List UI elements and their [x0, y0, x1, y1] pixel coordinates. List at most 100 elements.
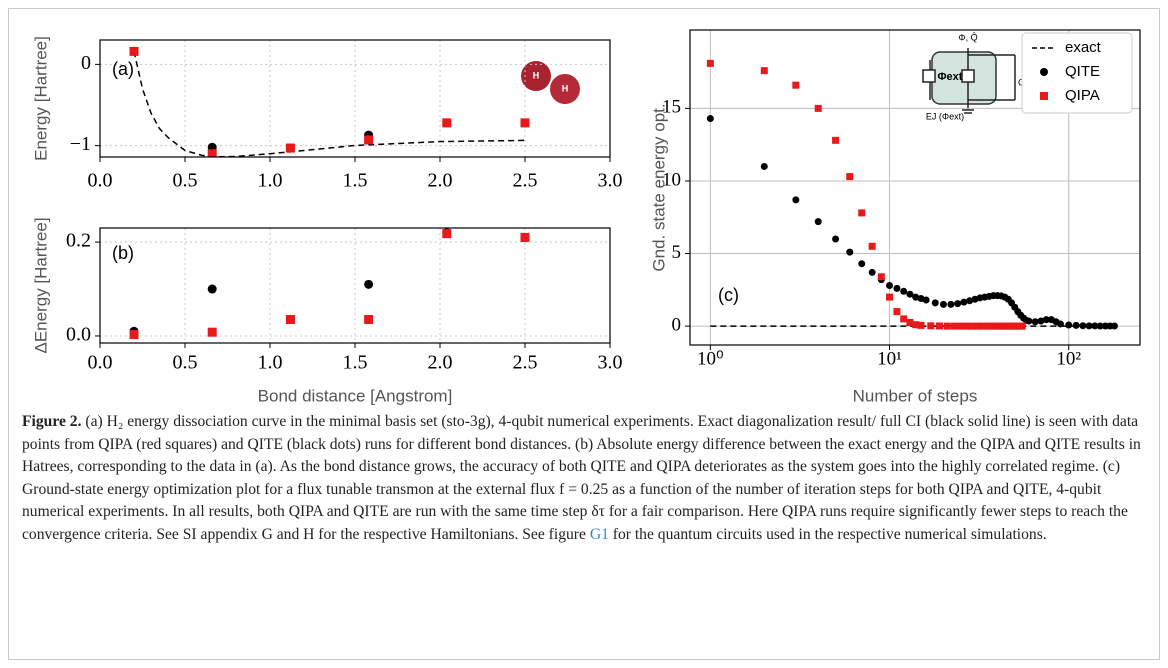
- y-tick-label: 10: [662, 169, 681, 190]
- figure-link[interactable]: G1: [589, 525, 609, 543]
- point: [846, 173, 854, 181]
- legend-label: exact: [1065, 39, 1102, 56]
- point: [285, 315, 295, 325]
- circuit-label: Φ, Q̂: [958, 32, 977, 42]
- legend-swatch: [1040, 92, 1048, 100]
- panel-label: (c): [718, 285, 739, 305]
- point: [1018, 322, 1026, 330]
- panel-label: (a): [112, 59, 134, 79]
- y-tick-label: 15: [662, 97, 681, 118]
- point: [364, 279, 374, 289]
- y-tick-label: 0: [81, 52, 91, 74]
- point: [364, 315, 374, 325]
- point: [963, 322, 971, 330]
- point: [886, 293, 894, 301]
- point: [1091, 322, 1099, 330]
- circuit-label: EJ (Φext): [926, 111, 964, 121]
- point: [1079, 322, 1087, 330]
- point: [912, 293, 920, 301]
- point: [1072, 321, 1080, 329]
- point: [1037, 317, 1045, 325]
- point: [520, 232, 530, 242]
- y-tick-label: −1: [70, 133, 91, 155]
- point: [966, 297, 974, 305]
- point: [906, 290, 914, 298]
- point: [927, 322, 935, 330]
- point: [900, 287, 908, 295]
- point: [832, 235, 840, 243]
- point: [922, 296, 930, 304]
- point: [868, 268, 876, 276]
- axes-frame: [99, 227, 611, 344]
- x-tick-label: 10²: [1056, 348, 1081, 369]
- point: [207, 284, 217, 294]
- plot-area: [129, 46, 530, 157]
- point: [207, 149, 217, 157]
- point: [1025, 317, 1033, 325]
- point: [706, 59, 714, 67]
- x-tick-label: 3.0: [598, 170, 623, 192]
- point: [814, 218, 822, 226]
- atom-label: H: [533, 70, 540, 80]
- caption-label: Figure 2.: [22, 413, 82, 430]
- x-tick-label: 3.0: [598, 352, 623, 374]
- point: [1031, 318, 1039, 326]
- x-tick-label: 0.0: [88, 170, 113, 192]
- point: [1110, 322, 1118, 330]
- legend-box: [1021, 32, 1133, 114]
- point: [912, 321, 920, 329]
- point: [442, 229, 452, 239]
- x-axis-label: Bond distance [Angstrom]: [258, 386, 453, 405]
- y-axis-label: ΔEnergy [Hartree]: [31, 217, 50, 353]
- point: [129, 46, 139, 56]
- plot-area: [129, 228, 530, 340]
- point: [285, 143, 295, 153]
- x-tick-label: 0.0: [88, 352, 113, 374]
- point: [954, 300, 962, 308]
- point: [957, 322, 965, 330]
- axes-frame: [99, 39, 611, 158]
- point: [987, 322, 995, 330]
- y-axis-label: Energy [Hartree]: [31, 36, 50, 161]
- point: [442, 118, 452, 128]
- point: [832, 136, 840, 144]
- caption-text: (a) H₂ energy dissociation curve in the …: [22, 413, 1141, 543]
- point: [792, 81, 800, 89]
- figure-frame: [8, 8, 1160, 660]
- figure: H H Φext Φ, Q̂ Csh EJ (Φext) 0.00.51.01.…: [31, 29, 1141, 405]
- point: [760, 162, 768, 170]
- point: [886, 281, 894, 289]
- point: [893, 284, 901, 292]
- point: [520, 118, 530, 128]
- atom-label: H: [562, 83, 569, 93]
- y-tick-label: 0: [672, 314, 682, 335]
- point: [814, 104, 822, 112]
- point: [974, 322, 982, 330]
- point: [906, 319, 914, 326]
- x-tick-label: 10⁰: [697, 348, 724, 369]
- line: [133, 51, 526, 157]
- x-tick-label: 1.0: [258, 170, 283, 192]
- axes-frame: [689, 29, 1141, 346]
- point: [900, 315, 908, 323]
- x-tick-label: 1.5: [343, 352, 368, 374]
- caption-text: for the quantum circuits used in the res…: [608, 525, 1047, 543]
- point: [792, 196, 800, 204]
- point: [1065, 321, 1073, 329]
- point: [207, 327, 217, 337]
- x-tick-label: 2.5: [513, 170, 538, 192]
- point: [995, 322, 1003, 330]
- x-tick-label: 1.5: [343, 170, 368, 192]
- x-axis-label: Number of steps: [853, 386, 978, 405]
- point: [846, 248, 854, 256]
- point: [1042, 316, 1050, 324]
- point: [947, 300, 955, 308]
- point: [960, 298, 968, 306]
- y-axis-label: Gnd. state energy opt.: [649, 103, 668, 271]
- point: [858, 260, 866, 268]
- point: [939, 300, 947, 308]
- point: [706, 115, 714, 123]
- legend-swatch: [1040, 68, 1048, 76]
- atom: [550, 74, 580, 104]
